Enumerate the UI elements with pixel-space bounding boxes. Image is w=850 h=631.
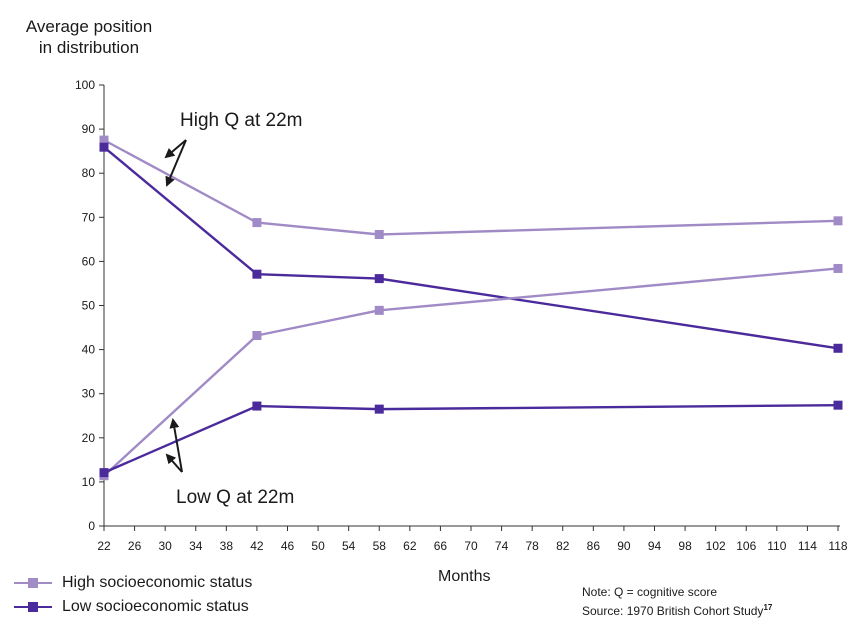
x-tick-label: 30 (158, 539, 172, 553)
x-tick-label: 70 (464, 539, 478, 553)
source-line: Source: 1970 British Cohort Study17 (582, 600, 772, 619)
series-line-4 (103, 403, 839, 474)
x-tick-label: 42 (250, 539, 264, 553)
x-tick-label: 114 (798, 539, 817, 553)
data-point (252, 218, 262, 228)
x-tick-label: 90 (617, 539, 631, 553)
x-tick-label: 94 (648, 539, 662, 553)
x-axis-label: Months (438, 568, 491, 585)
x-tick-label: 118 (828, 539, 847, 553)
source-text: Source: 1970 British Cohort Study (582, 604, 764, 618)
y-tick-label: 0 (88, 519, 95, 533)
x-tick-label: 82 (556, 539, 570, 553)
y-tick-label: 40 (82, 343, 96, 357)
data-point (833, 343, 843, 353)
series-line-1 (103, 139, 839, 236)
legend-swatch-high-ses (14, 577, 52, 589)
y-axis-label: Average position in distribution (14, 16, 164, 58)
annotation-arrow (165, 453, 183, 473)
y-tick-label: 10 (82, 475, 96, 489)
x-tick-label: 62 (403, 539, 417, 553)
legend-label-high-ses: High socioeconomic status (62, 574, 253, 591)
x-tick-label: 86 (587, 539, 601, 553)
data-point (833, 263, 843, 273)
x-tick-label: 66 (434, 539, 448, 553)
y-tick-label: 70 (82, 210, 96, 224)
data-point (99, 468, 109, 478)
x-tick-label: 102 (706, 539, 726, 553)
x-tick-label: 106 (736, 539, 756, 553)
x-tick-label: 34 (189, 539, 203, 553)
data-point (374, 274, 384, 284)
y-axis-label-line-2: in distribution (38, 38, 140, 57)
data-point (252, 330, 262, 340)
y-tick-label: 20 (82, 431, 96, 445)
y-tick-label: 100 (75, 78, 95, 92)
data-point (99, 135, 109, 145)
legend-item-low-ses: Low socioeconomic status (14, 595, 252, 619)
data-point (374, 404, 384, 414)
data-point (99, 142, 109, 152)
x-tick-label: 26 (128, 539, 142, 553)
data-point (374, 305, 384, 315)
x-tick-label: 54 (342, 539, 356, 553)
chart-note: Note: Q = cognitive score Source: 1970 B… (582, 584, 772, 619)
annotation-arrow (164, 139, 187, 159)
data-point (252, 401, 262, 411)
source-reference: 17 (763, 603, 773, 612)
annotation-low-q: Low Q at 22m (176, 487, 294, 508)
x-tick-label: 22 (97, 539, 111, 553)
series-line-3 (103, 267, 839, 477)
data-point (252, 269, 262, 279)
data-point (833, 400, 843, 410)
x-tick-label: 58 (373, 539, 387, 553)
x-tick-label: 74 (495, 539, 509, 553)
x-tick-label: 38 (220, 539, 234, 553)
y-tick-label: 50 (82, 299, 96, 313)
data-point (374, 229, 384, 239)
x-tick-label: 98 (678, 539, 692, 553)
x-tick-label: 78 (525, 539, 539, 553)
y-tick-label: 30 (82, 387, 96, 401)
legend: High socioeconomic status Low socioecono… (14, 571, 252, 619)
y-tick-label: 60 (82, 254, 96, 268)
y-axis-label-line-1: Average position (25, 17, 153, 36)
x-tick-label: 110 (767, 539, 786, 553)
x-tick-label: 50 (311, 539, 325, 553)
legend-item-high-ses: High socioeconomic status (14, 571, 252, 595)
annotation-high-q: High Q at 22m (180, 110, 303, 131)
legend-label-low-ses: Low socioeconomic status (62, 598, 249, 615)
y-tick-label: 90 (82, 122, 96, 136)
y-tick-label: 80 (82, 166, 96, 180)
series-line-2 (103, 146, 839, 350)
data-point (833, 216, 843, 226)
x-tick-label: 46 (281, 539, 295, 553)
annotation-arrow (169, 418, 183, 473)
note-text: Note: Q = cognitive score (582, 585, 718, 599)
legend-swatch-low-ses (14, 601, 52, 613)
annotation-arrow (165, 139, 187, 187)
